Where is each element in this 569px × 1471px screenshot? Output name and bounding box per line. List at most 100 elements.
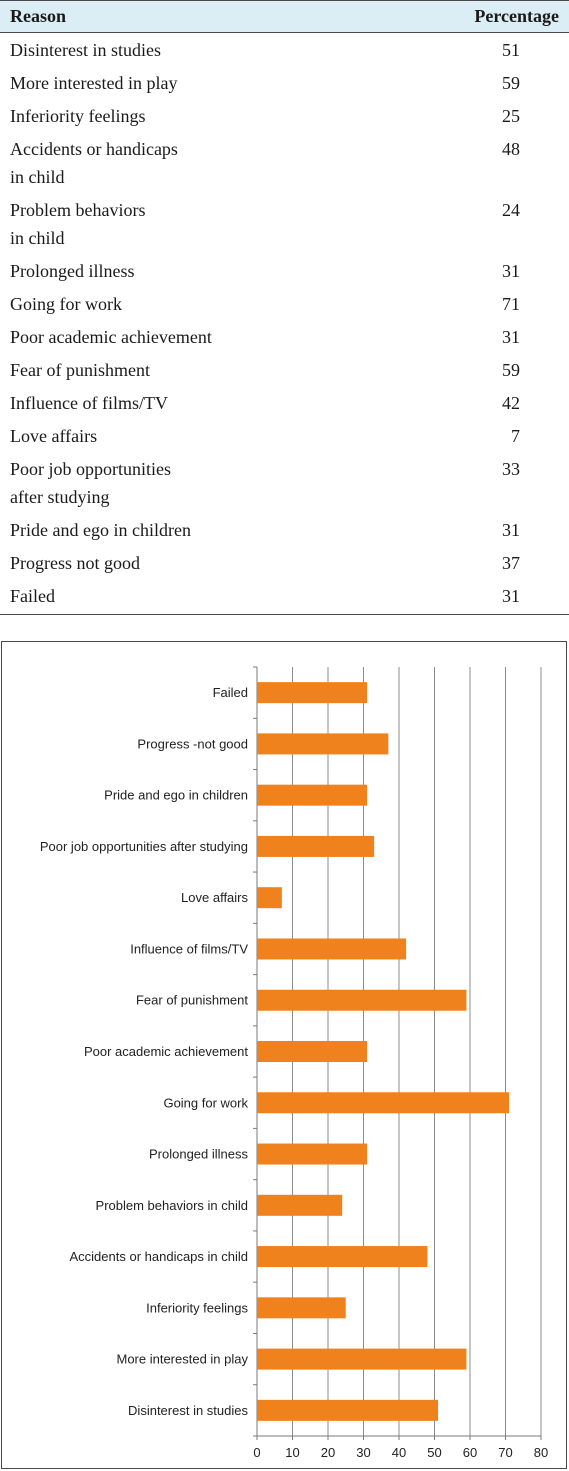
cell-reason: Poor academic achievement <box>0 323 460 351</box>
reason-line: Accidents or handicaps <box>10 139 178 159</box>
category-label: Disinterest in studies <box>128 1403 248 1418</box>
reason-line: in child <box>10 228 65 248</box>
bar <box>257 1246 428 1268</box>
category-label: Influence of films/TV <box>130 941 248 956</box>
cell-reason: Influence of films/TV <box>0 389 460 417</box>
table-header: Reason Percentage <box>0 0 569 33</box>
table-row: Poor academic achievement 31 <box>0 318 569 351</box>
bar <box>257 784 368 806</box>
cell-reason: Poor job opportunities after studying <box>0 455 460 511</box>
x-tick-label: 60 <box>463 1445 477 1460</box>
x-tick-label: 50 <box>427 1445 441 1460</box>
bar <box>257 989 467 1011</box>
table-row: Problem behaviors in child 24 <box>0 191 569 252</box>
cell-reason: Pride and ego in children <box>0 516 460 544</box>
bar <box>257 733 389 755</box>
x-tick-label: 80 <box>534 1445 548 1460</box>
x-tick-label: 20 <box>321 1445 335 1460</box>
cell-reason: Problem behaviors in child <box>0 196 460 252</box>
category-label: Fear of punishment <box>136 993 248 1008</box>
reason-line: Poor academic achievement <box>10 327 212 347</box>
reason-line: Pride and ego in children <box>10 520 191 540</box>
cell-percentage: 33 <box>502 459 520 479</box>
cell-percentage: 59 <box>502 360 520 380</box>
table-bottom-rule <box>0 614 569 615</box>
x-tick-label: 10 <box>285 1445 299 1460</box>
reason-line: in child <box>10 167 65 187</box>
header-percentage: Percentage <box>474 6 559 26</box>
cell-percentage: 31 <box>502 586 520 606</box>
cell-percentage: 37 <box>502 553 520 573</box>
category-label: Problem behaviors in child <box>96 1198 248 1213</box>
reason-line: Prolonged illness <box>10 261 135 281</box>
cell-reason: Failed <box>0 582 460 610</box>
bar <box>257 938 407 960</box>
bar <box>257 835 375 857</box>
bar <box>257 1041 368 1062</box>
table-row: Influence of films/TV 42 <box>0 384 569 417</box>
cell-reason: Accidents or handicaps in child <box>0 135 460 191</box>
reason-line: Inferiority feelings <box>10 106 146 126</box>
reason-line: Disinterest in studies <box>10 40 161 60</box>
category-label: Love affairs <box>181 890 248 905</box>
reason-line: Failed <box>10 586 55 606</box>
bar <box>257 1143 368 1165</box>
cell-percentage: 31 <box>502 327 520 347</box>
table-row: Disinterest in studies 51 <box>0 33 569 64</box>
category-label: Pride and ego in children <box>104 788 248 803</box>
cell-reason: More interested in play <box>0 69 460 97</box>
reason-line: More interested in play <box>10 73 178 93</box>
table-row: Love affairs 7 <box>0 417 569 450</box>
cell-percentage: 7 <box>511 426 520 446</box>
header-reason: Reason <box>10 6 67 26</box>
cell-percentage: 59 <box>502 73 520 93</box>
reason-line: Progress not good <box>10 553 140 573</box>
reason-line: Influence of films/TV <box>10 393 168 413</box>
table-row: More interested in play 59 <box>0 64 569 97</box>
cell-reason: Fear of punishment <box>0 356 460 384</box>
bar <box>257 887 282 909</box>
table-row: Pride and ego in children 31 <box>0 511 569 544</box>
cell-reason: Progress not good <box>0 549 460 577</box>
table-body: Disinterest in studies 51 More interested … <box>0 33 569 610</box>
bar <box>257 1194 343 1216</box>
table-row: Fear of punishment 59 <box>0 351 569 384</box>
cell-percentage: 51 <box>502 40 520 60</box>
table-row: Inferiority feelings 25 <box>0 97 569 130</box>
table-row: Progress not good 37 <box>0 544 569 577</box>
bar <box>257 682 368 704</box>
cell-percentage: 24 <box>502 200 520 220</box>
reason-line: after studying <box>10 487 110 507</box>
reason-line: Problem behaviors <box>10 200 146 220</box>
reason-line: Fear of punishment <box>10 360 150 380</box>
cell-percentage: 48 <box>502 139 520 159</box>
cell-reason: Prolonged illness <box>0 257 460 285</box>
table-row: Failed 31 <box>0 577 569 610</box>
bar <box>257 1348 467 1370</box>
category-label: Poor academic achievement <box>84 1044 248 1059</box>
reason-line: Love affairs <box>10 426 98 446</box>
reason-line: Going for work <box>10 294 122 314</box>
chart-frame: 0 10 20 30 40 50 60 70 80 Failed Progress -not goo… <box>1 641 567 1469</box>
table-row: Prolonged illness 31 <box>0 252 569 285</box>
category-label: Going for work <box>163 1095 248 1110</box>
cell-percentage: 25 <box>502 106 520 126</box>
table-row: Accidents or handicaps in child 48 <box>0 130 569 191</box>
category-label: Failed <box>213 685 248 700</box>
cell-reason: Inferiority feelings <box>0 102 460 130</box>
cell-percentage: 42 <box>502 393 520 413</box>
cell-percentage: 31 <box>502 261 520 281</box>
x-tick-label: 0 <box>253 1445 260 1460</box>
category-label: Prolonged illness <box>149 1147 249 1162</box>
table-row: Going for work 71 <box>0 285 569 318</box>
bar-chart: 0 10 20 30 40 50 60 70 80 Failed Progress -not goo… <box>40 666 548 1460</box>
table-row: Poor job opportunities after studying 33 <box>0 450 569 511</box>
category-label: Progress -not good <box>137 736 248 751</box>
x-tick-label: 40 <box>392 1445 406 1460</box>
category-label: Poor job opportunities after studying <box>40 839 248 854</box>
category-label: Inferiority feelings <box>146 1300 248 1315</box>
category-label: More interested in play <box>116 1352 248 1367</box>
category-label: Accidents or handicaps in child <box>70 1249 249 1264</box>
cell-reason: Disinterest in studies <box>0 36 460 64</box>
cell-reason: Going for work <box>0 290 460 318</box>
